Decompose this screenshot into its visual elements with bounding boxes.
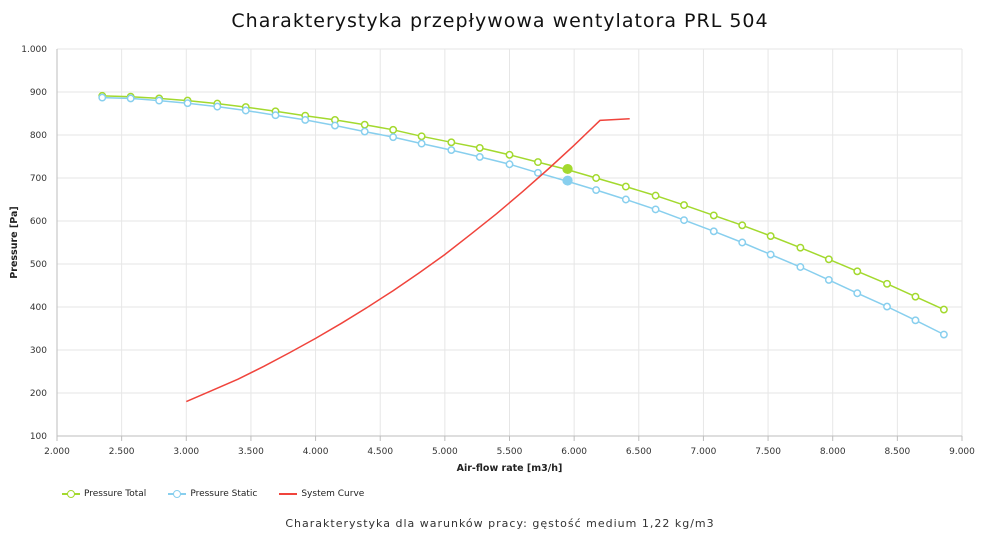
series-line-pressure-total xyxy=(102,95,945,311)
data-point-pressure-total-21 xyxy=(709,211,718,220)
data-point-pressure-total-18 xyxy=(621,182,630,191)
data-point-pressure-total-13 xyxy=(475,143,484,152)
data-point-pressure-total-11 xyxy=(417,132,426,141)
x-tick-label-4: 4.000 xyxy=(303,447,329,457)
y-tick-label-7: 800 xyxy=(30,131,47,141)
data-point-pressure-static-10 xyxy=(389,133,398,142)
data-point-pressure-static-24 xyxy=(796,263,805,271)
x-tick-label-7: 5.500 xyxy=(497,447,523,457)
data-point-pressure-total-22 xyxy=(738,221,747,230)
data-point-pressure-static-17 xyxy=(592,186,601,194)
data-point-pressure-static-18 xyxy=(621,195,630,204)
data-point-pressure-static-23 xyxy=(766,250,775,259)
x-tick-label-12: 8.000 xyxy=(820,447,846,457)
y-tick-label-3: 400 xyxy=(30,303,47,313)
y-tick-label-6: 700 xyxy=(30,174,47,184)
data-point-pressure-static-12 xyxy=(447,146,456,155)
x-tick-label-0: 2.000 xyxy=(44,447,70,457)
legend-swatch-pressure-total xyxy=(62,489,80,499)
y-tick-label-4: 500 xyxy=(30,260,47,270)
data-point-pressure-static-20 xyxy=(680,216,688,225)
data-point-pressure-static-14 xyxy=(505,160,514,169)
data-point-pressure-static-9 xyxy=(360,127,369,136)
legend-swatch-pressure-static xyxy=(168,489,187,499)
x-tick-label-11: 7.500 xyxy=(755,447,781,457)
x-tick-label-6: 5.000 xyxy=(432,447,458,457)
data-point-pressure-static-22 xyxy=(738,238,747,247)
data-point-pressure-static-28 xyxy=(911,316,920,325)
data-point-pressure-static-8 xyxy=(331,121,339,130)
data-point-pressure-static-19 xyxy=(651,205,660,214)
chart-title: Charakterystyka przepływowa wentylatora … xyxy=(231,10,769,32)
y-tick-label-5: 600 xyxy=(30,217,47,227)
x-tick-label-5: 4.500 xyxy=(367,447,393,457)
data-point-pressure-static-3 xyxy=(183,99,192,108)
x-tick-label-8: 6.000 xyxy=(561,447,587,457)
data-point-pressure-total-19 xyxy=(651,191,660,200)
y-tick-label-2: 300 xyxy=(30,346,47,356)
data-point-pressure-static-13 xyxy=(475,152,484,161)
data-point-pressure-total-12 xyxy=(447,138,456,147)
data-point-pressure-static-25 xyxy=(824,275,833,284)
data-point-pressure-total-17 xyxy=(592,174,601,182)
y-tick-label-1: 200 xyxy=(30,389,47,399)
y-axis-label: Pressure [Pa] xyxy=(9,206,20,278)
data-point-pressure-static-26 xyxy=(853,289,862,298)
data-point-pressure-static-6 xyxy=(271,111,280,120)
x-tick-label-1: 2.500 xyxy=(109,447,135,457)
data-point-pressure-total-24 xyxy=(796,243,805,252)
x-axis-label: Air-flow rate [m3/h] xyxy=(457,463,563,474)
x-tick-label-14: 9.000 xyxy=(949,447,975,457)
data-point-pressure-static-4 xyxy=(213,102,222,111)
x-tick-label-9: 6.500 xyxy=(626,447,652,457)
x-tick-label-13: 8.500 xyxy=(884,447,910,457)
data-point-pressure-total-27 xyxy=(883,279,891,288)
data-point-pressure-total-26 xyxy=(853,267,862,276)
data-point-pressure-total-23 xyxy=(766,232,775,241)
data-point-pressure-static-0 xyxy=(98,93,107,102)
data-point-pressure-total-14 xyxy=(505,150,514,159)
data-point-pressure-total-15 xyxy=(533,158,542,167)
data-point-pressure-static-27 xyxy=(883,302,891,311)
legend-label-pressure-static: Pressure Static xyxy=(190,489,258,499)
data-point-pressure-static-11 xyxy=(417,139,426,148)
data-point-pressure-total-10 xyxy=(389,125,398,134)
data-point-pressure-total-28 xyxy=(911,292,920,301)
data-point-pressure-static-15 xyxy=(533,168,542,177)
operating-point-1 xyxy=(562,175,573,186)
legend-item-pressure-total[interactable]: Pressure Total xyxy=(62,489,146,499)
data-point-pressure-total-25 xyxy=(824,255,833,264)
y-tick-label-0: 100 xyxy=(30,432,47,442)
y-tick-label-9: 1.000 xyxy=(21,45,47,55)
data-point-pressure-static-7 xyxy=(301,116,310,124)
series-line-pressure-static xyxy=(102,96,945,336)
x-tick-label-2: 3.000 xyxy=(173,447,199,457)
data-point-pressure-static-21 xyxy=(709,227,718,236)
operating-point-0 xyxy=(562,163,573,174)
legend-item-pressure-static[interactable]: Pressure Static xyxy=(168,489,257,499)
legend-label-pressure-total: Pressure Total xyxy=(84,489,147,499)
chart-subtitle: Charakterystyka dla warunków pracy: gęst… xyxy=(285,517,715,530)
data-point-pressure-total-29 xyxy=(939,305,948,314)
data-point-pressure-total-9 xyxy=(360,120,369,129)
data-point-pressure-total-20 xyxy=(680,201,688,210)
legend-label-system-curve: System Curve xyxy=(301,489,365,499)
data-point-pressure-static-29 xyxy=(939,330,948,339)
chart-legend: Pressure Total Pressure Static System Cu… xyxy=(62,489,364,499)
data-point-pressure-static-1 xyxy=(126,94,135,103)
series-line-system-curve xyxy=(186,117,630,403)
y-tick-label-8: 900 xyxy=(30,88,47,98)
data-point-pressure-static-5 xyxy=(241,106,250,115)
data-point-pressure-static-2 xyxy=(155,96,164,105)
x-tick-label-10: 7.000 xyxy=(691,447,717,457)
x-tick-label-3: 3.500 xyxy=(238,447,264,457)
legend-item-system-curve[interactable]: System Curve xyxy=(279,489,364,499)
legend-swatch-system-curve xyxy=(279,489,298,499)
